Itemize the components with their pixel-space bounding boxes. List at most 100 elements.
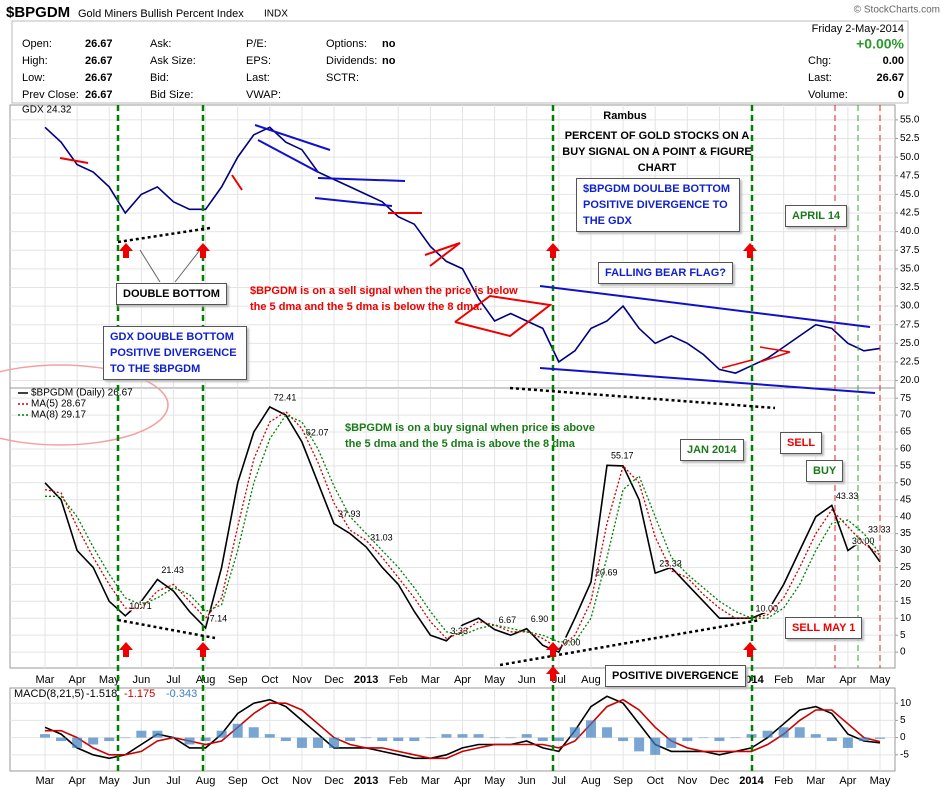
histogram-bar xyxy=(875,737,885,739)
y-tick-label: 20.0 xyxy=(900,375,920,386)
y-tick-label: 0 xyxy=(900,732,906,743)
y-tick-label: 65 xyxy=(900,427,912,438)
histogram-bar xyxy=(312,737,323,748)
legend-entry: MA(5) 28.67 xyxy=(31,399,86,410)
histogram-bar xyxy=(329,737,340,748)
x-tick-label: Jul xyxy=(166,775,180,787)
x-tick-label: Nov xyxy=(292,674,312,686)
quote-box xyxy=(11,20,909,104)
y-tick-label: 45.0 xyxy=(900,189,920,200)
x-tick-label: Jun xyxy=(518,674,536,686)
quote-date: Friday 2-May-2014 xyxy=(812,23,904,35)
histogram-bar xyxy=(377,737,388,742)
data-label: 6.67 xyxy=(499,615,517,625)
x-tick-label: Oct xyxy=(261,674,278,686)
annotation: $BPGDM DOULBE BOTTOM POSITIVE DIVERGENCE… xyxy=(576,178,740,232)
y-tick-label: 30 xyxy=(900,545,912,556)
histogram-bar xyxy=(120,737,131,739)
y-tick-label: 40.0 xyxy=(900,226,920,237)
x-tick-label: Mar xyxy=(806,674,825,686)
x-tick-label: Apr xyxy=(454,775,471,787)
histogram-bar xyxy=(553,737,564,742)
quote-label: Bid: xyxy=(150,72,169,84)
quote-value: 26.67 xyxy=(85,38,113,50)
x-tick-label: Dec xyxy=(324,775,344,787)
annotation: BUY xyxy=(806,460,844,482)
data-label: 20.69 xyxy=(595,567,618,577)
quote-label: Volume: xyxy=(808,89,848,101)
x-tick-label: May xyxy=(484,775,505,787)
histogram-bar xyxy=(200,737,211,742)
y-tick-label: 32.5 xyxy=(900,282,920,293)
x-tick-label: Oct xyxy=(647,775,664,787)
data-label: 3.33 xyxy=(450,626,468,636)
y-tick-label: 75 xyxy=(900,393,912,404)
y-tick-label: 50.0 xyxy=(900,152,920,163)
x-tick-label: May xyxy=(99,674,120,686)
x-tick-label: 2014 xyxy=(739,775,764,787)
trend-line xyxy=(539,367,876,394)
data-label: 62.07 xyxy=(306,427,329,437)
x-tick-label: Aug xyxy=(581,674,601,686)
x-tick-label: Jul xyxy=(166,674,180,686)
quote-label: Options: xyxy=(326,38,367,50)
trend-line xyxy=(317,177,406,182)
trend-line xyxy=(721,359,753,369)
histogram-bar xyxy=(730,737,741,739)
histogram-bar xyxy=(88,737,99,745)
signal-arrow xyxy=(743,243,757,258)
y-tick-label: 15 xyxy=(900,596,912,607)
y-tick-label: 50 xyxy=(900,477,912,488)
data-label: 72.41 xyxy=(274,392,297,402)
quote-value: 0 xyxy=(898,89,904,101)
histogram-bar xyxy=(473,734,484,738)
quote-value: no xyxy=(382,38,396,50)
quote-label: P/E: xyxy=(246,38,267,50)
y-tick-label: 20 xyxy=(900,579,912,590)
x-tick-label: May xyxy=(484,674,505,686)
trend-line xyxy=(314,197,393,207)
histogram-bar xyxy=(618,737,629,742)
annotation: PERCENT OF GOLD STOCKS ON A BUY SIGNAL O… xyxy=(562,130,752,174)
histogram-bar xyxy=(585,720,596,738)
x-tick-label: Jul xyxy=(552,775,566,787)
trend-line xyxy=(174,249,201,283)
trend-line xyxy=(424,242,461,267)
y-tick-label: 55 xyxy=(900,461,912,472)
x-tick-label: Dec xyxy=(324,674,344,686)
annotation: DOUBLE BOTTOM xyxy=(116,283,227,305)
histogram-bar xyxy=(537,737,548,742)
quote-label: VWAP: xyxy=(246,89,281,101)
x-tick-label: May xyxy=(870,775,891,787)
data-label: 55.17 xyxy=(611,451,634,461)
x-tick-label: Mar xyxy=(36,674,55,686)
trend-line xyxy=(254,124,331,151)
x-tick-label: Apr xyxy=(839,674,856,686)
x-tick-label: Apr xyxy=(454,674,471,686)
x-tick-label: Aug xyxy=(196,775,216,787)
x-tick-label: Jun xyxy=(132,674,150,686)
annotation: FALLING BEAR FLAG? xyxy=(598,262,733,284)
annotation: $BPGDM is on a sell signal when the pric… xyxy=(250,285,518,313)
index-name: Gold Miners Bullish Percent Index xyxy=(78,8,244,20)
data-label: 6.90 xyxy=(531,614,549,624)
trend-line xyxy=(454,294,553,338)
quote-label: SCTR: xyxy=(326,72,359,84)
x-tick-label: 2013 xyxy=(354,775,378,787)
y-tick-label: 45 xyxy=(900,494,912,505)
quote-label: EPS: xyxy=(246,55,271,67)
y-tick-label: 30.0 xyxy=(900,301,920,312)
y-tick-label: 5 xyxy=(900,630,906,641)
histogram-bar xyxy=(602,727,613,738)
histogram-bar xyxy=(441,734,452,738)
histogram-bar xyxy=(714,737,725,742)
y-tick-label: 5 xyxy=(900,715,906,726)
quote-value: 26.67 xyxy=(876,72,904,84)
series-line xyxy=(45,698,881,760)
histogram-bar xyxy=(682,737,693,742)
x-tick-label: Apr xyxy=(69,674,86,686)
histogram-bar xyxy=(248,727,259,738)
annotation: APRIL 14 xyxy=(785,205,848,227)
histogram-bar xyxy=(72,737,83,748)
